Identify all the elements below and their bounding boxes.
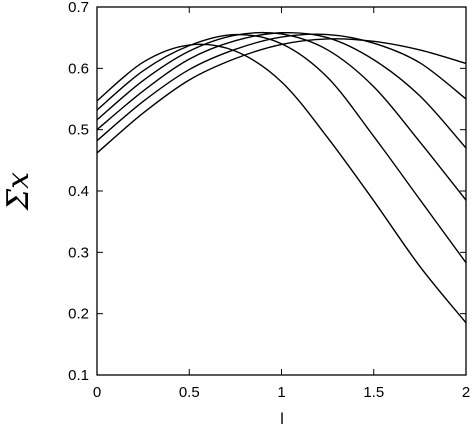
y-tick-label: 0.5 [68, 122, 89, 139]
series-line-2 [96, 33, 467, 264]
x-tick-label: 1.5 [363, 384, 384, 401]
x-tick-label: 2 [462, 384, 470, 401]
ticks-layer: 0 0.5 1 1.5 2 0.1 0.2 0.3 0.4 0.5 0.6 0.7 [68, 0, 470, 401]
x-tick-label: 1 [277, 384, 285, 401]
series-layer [96, 31, 467, 324]
y-tick-label: 0.2 [68, 306, 89, 323]
series-line-6 [96, 38, 467, 154]
series-line-3 [96, 31, 467, 201]
series-line-4 [96, 31, 467, 149]
series-line-5 [96, 33, 467, 142]
y-axis-label: Σx [1, 172, 36, 211]
x-tick-label: 0.5 [179, 384, 200, 401]
x-tick-label: 0 [93, 384, 101, 401]
series-line-1 [96, 43, 467, 324]
y-tick-label: 0.6 [68, 60, 89, 77]
y-tick-label: 0.1 [68, 367, 89, 384]
plot-frame [96, 6, 467, 376]
y-tick-label: 0.4 [68, 183, 89, 200]
x-axis-label: l [280, 411, 284, 428]
y-tick-label: 0.7 [68, 0, 89, 16]
y-tick-label: 0.3 [68, 244, 89, 261]
